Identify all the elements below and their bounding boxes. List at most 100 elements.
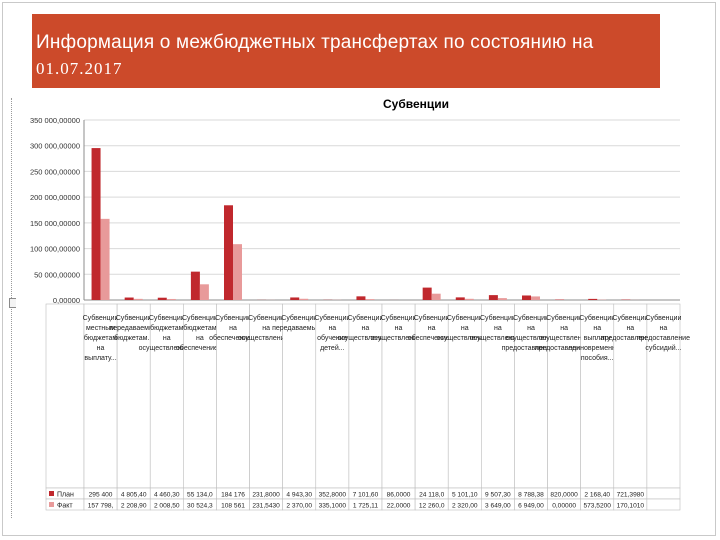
bar-fact: [497, 298, 507, 300]
bar-fact: [531, 296, 540, 300]
category-label: Субвенции на осуществление...: [437, 314, 493, 342]
category-cell: [514, 303, 548, 489]
bar-plan: [157, 297, 167, 300]
data-label: 2 008,50: [154, 503, 180, 510]
legend-label: Факт: [57, 503, 73, 510]
y-tick-label: 300 000,00000: [30, 142, 80, 151]
data-label: 8 788,38: [518, 492, 544, 499]
category-label: Субвенции на осуществление...: [238, 314, 294, 342]
category-label: Субвенции на обеспечение...: [209, 314, 257, 342]
data-label: 3 649,00: [485, 503, 511, 510]
bar-plan: [455, 297, 465, 300]
category-label: Субвенции на осуществление предоставления..…: [535, 314, 594, 352]
data-label: 86,0000: [387, 492, 411, 499]
data-label: 184 176: [221, 492, 245, 499]
legend-swatch: [49, 491, 54, 496]
category-cell: [183, 303, 217, 489]
category-cell: [613, 303, 648, 489]
category-cell: [282, 303, 317, 489]
category-label: Субвенции бюджетам на осуществление...: [139, 314, 195, 352]
data-label: 9 507,30: [485, 492, 511, 499]
data-label: 30 524,3: [187, 503, 213, 510]
bar-fact: [233, 244, 242, 300]
bar-fact: [166, 298, 176, 300]
value-cell: [646, 487, 681, 500]
bar-plan: [124, 297, 134, 300]
category-label: Субвенции на осуществление...: [337, 314, 393, 342]
category-cell: [216, 303, 250, 489]
category-cell: [116, 303, 151, 489]
chart-title: Субвенции: [383, 97, 449, 111]
y-tick-label: 100 000,00000: [30, 245, 80, 254]
category-label: Субвенции на предоставление субсидий...: [637, 314, 690, 352]
bar-fact: [365, 299, 375, 300]
bar-plan: [422, 287, 432, 300]
legend-label: План: [57, 492, 74, 499]
data-label: 24 118,0: [419, 492, 445, 499]
bar-plan: [224, 205, 233, 300]
y-tick-label: 50 000,00000: [34, 270, 80, 279]
data-label: 170,1010: [617, 503, 645, 510]
data-label: 352,8000: [319, 492, 347, 499]
legend-swatch: [49, 502, 54, 507]
category-label: Субвенции передаваемые...: [272, 314, 326, 332]
data-label: 0,00000: [552, 503, 576, 510]
y-tick-label: 150 000,00000: [30, 219, 80, 228]
data-label: 573,5200: [583, 503, 611, 510]
bar-plan: [290, 297, 300, 300]
category-label: Субвенции на обучение детей...: [314, 314, 350, 352]
bar-fact: [299, 298, 309, 300]
table-header-cell: [45, 303, 85, 489]
category-cell: [447, 303, 482, 489]
bar-fact: [431, 293, 441, 300]
category-cell: [149, 303, 184, 489]
data-label: 7 101,60: [353, 492, 379, 499]
y-tick-label: 200 000,00000: [30, 193, 80, 202]
data-label: 721,3980: [617, 492, 645, 499]
bar-fact: [133, 298, 143, 300]
category-cell: [381, 303, 416, 489]
bar-plan: [588, 298, 598, 300]
category-cell: [348, 303, 383, 489]
bar-plan: [190, 271, 200, 300]
y-axis: 0,00000 50 000,00000 100 000,00000 150 000,…: [30, 116, 680, 305]
category-cell: [83, 303, 118, 489]
data-label: 295 400: [89, 492, 113, 499]
data-label: 55 134,0: [187, 492, 213, 499]
bar-plan: [488, 295, 498, 300]
data-label: 6 949,00: [518, 503, 544, 510]
y-tick-label: 350 000,00000: [30, 116, 80, 125]
category-label: Субвенции на обеспечение...: [408, 314, 456, 342]
data-label: 5 101,10: [452, 492, 478, 499]
category-cell: [547, 303, 581, 489]
data-table: Субвенции местным бюджетам на выплату...Субв…: [45, 303, 690, 511]
category-label: Субвенции на предоставление...: [601, 314, 660, 342]
category-label: Субвенции на осуществление предоставления..…: [502, 314, 561, 352]
category-cell: [481, 303, 515, 489]
category-label: Субвенции бюджетам на обеспечение...: [176, 314, 224, 352]
category-label: Субвенции местным бюджетам на выплату...: [83, 314, 119, 362]
y-tick-label: 0,00000: [53, 296, 80, 305]
data-label: 2 320,00: [452, 503, 478, 510]
y-tick-label: 250 000,00000: [30, 167, 80, 176]
data-label: 12 260,0: [419, 503, 445, 510]
category-cell: [646, 303, 681, 489]
bar-fact: [199, 284, 209, 300]
data-label: 231,8000: [252, 492, 280, 499]
category-cell: [580, 303, 615, 489]
subventions-chart: Субвенции 0,00000 50 000,00000 100 000,000…: [16, 96, 704, 520]
category-label: Субвенции на осуществление...: [470, 314, 526, 342]
category-label: Субвенции передаваемые бюджетам...: [109, 314, 158, 342]
data-label: 4 805,40: [121, 492, 147, 499]
bar-plan: [522, 295, 531, 300]
bars: [91, 148, 640, 300]
data-label: 2 208,90: [121, 503, 147, 510]
data-label: 335,1000: [319, 503, 347, 510]
data-label: 108 561: [221, 503, 245, 510]
bar-plan: [91, 148, 101, 300]
data-label: 4 943,30: [286, 492, 312, 499]
data-label: 157 798,: [88, 503, 114, 510]
value-cell: [646, 498, 681, 511]
data-label: 22,0000: [387, 503, 411, 510]
